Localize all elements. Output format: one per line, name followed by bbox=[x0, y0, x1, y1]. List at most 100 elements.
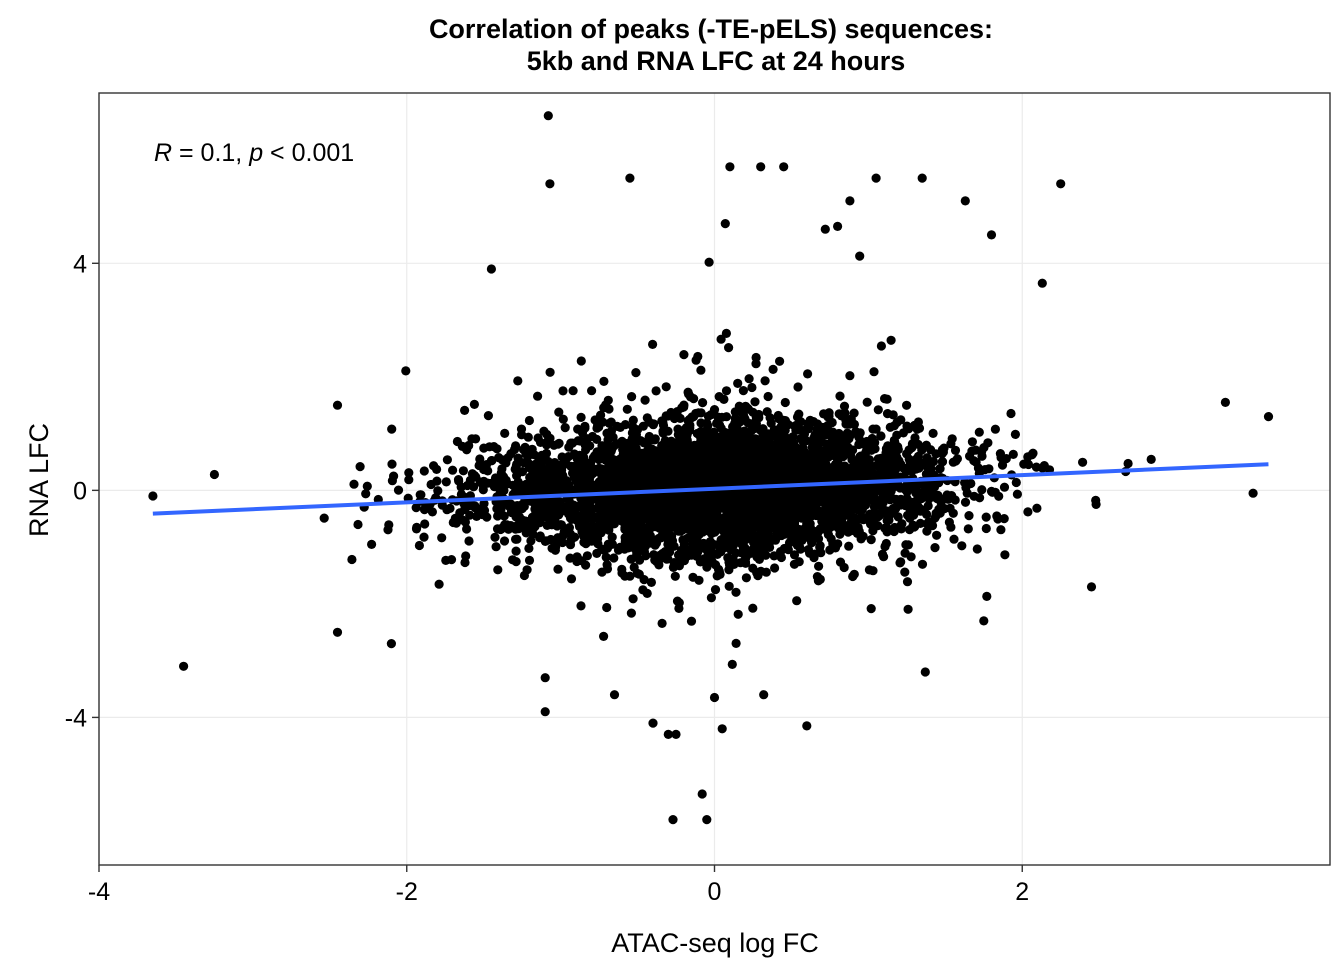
data-point-974 bbox=[1000, 550, 1010, 560]
data-point-4305 bbox=[802, 424, 812, 434]
data-point-4280 bbox=[967, 446, 977, 456]
regression-line bbox=[152, 462, 1269, 516]
data-point-3947 bbox=[913, 439, 923, 449]
data-point-3546 bbox=[868, 424, 878, 434]
data-point-4098 bbox=[1032, 503, 1042, 513]
data-point-1074 bbox=[721, 386, 732, 396]
data-point-4230 bbox=[746, 471, 756, 481]
data-point-3125 bbox=[434, 579, 444, 589]
data-point-4143 bbox=[532, 468, 542, 478]
data-point-4382 bbox=[927, 521, 938, 531]
data-point-3154 bbox=[672, 596, 683, 606]
data-point-4008 bbox=[762, 407, 772, 417]
data-point-4208 bbox=[704, 491, 714, 501]
data-point-3224 bbox=[992, 511, 1002, 521]
data-point-3317 bbox=[367, 539, 377, 550]
data-point-3136 bbox=[866, 535, 876, 545]
data-point-1096 bbox=[990, 424, 1001, 434]
data-point-3997 bbox=[641, 551, 651, 561]
data-point-3808 bbox=[945, 503, 955, 513]
data-point-2512 bbox=[928, 456, 939, 467]
data-point-2232 bbox=[448, 517, 458, 528]
data-point-3482 bbox=[664, 442, 674, 452]
data-point-4387 bbox=[785, 462, 795, 472]
data-point-4321 bbox=[677, 430, 687, 440]
data-point-4099 bbox=[911, 464, 921, 474]
data-point-4282 bbox=[631, 504, 641, 514]
y-tick-label-0: -4 bbox=[65, 704, 87, 732]
data-point-4169 bbox=[514, 512, 525, 522]
data-point-3574 bbox=[421, 501, 431, 511]
y-tick-label-1: 0 bbox=[73, 477, 87, 505]
data-point-4289 bbox=[499, 511, 509, 521]
data-point-317 bbox=[524, 415, 535, 426]
data-point-3941 bbox=[507, 507, 517, 518]
data-point-2936 bbox=[1037, 463, 1048, 473]
data-point-4416 bbox=[1220, 397, 1230, 407]
data-point-158 bbox=[631, 368, 641, 378]
data-point-146 bbox=[696, 365, 706, 375]
data-point-4041 bbox=[642, 588, 652, 599]
data-point-4234 bbox=[579, 499, 589, 509]
data-point-1179 bbox=[469, 399, 479, 409]
data-point-4434 bbox=[668, 815, 678, 825]
data-point-322 bbox=[607, 532, 617, 542]
data-point-935 bbox=[646, 577, 657, 588]
data-point-3864 bbox=[732, 440, 742, 450]
data-point-1811 bbox=[602, 602, 612, 613]
data-point-4003 bbox=[739, 411, 749, 421]
data-point-4198 bbox=[719, 515, 729, 525]
data-point-2671 bbox=[803, 369, 813, 379]
data-point-2962 bbox=[876, 431, 886, 441]
data-point-4346 bbox=[762, 441, 772, 451]
data-point-2466 bbox=[686, 616, 697, 626]
data-point-4368 bbox=[801, 500, 811, 510]
data-point-3978 bbox=[747, 529, 757, 539]
data-point-4353 bbox=[696, 523, 706, 533]
data-point-4141 bbox=[806, 508, 817, 518]
data-point-2905 bbox=[673, 559, 683, 569]
data-point-4348 bbox=[757, 449, 768, 460]
data-point-3953 bbox=[628, 526, 638, 537]
data-point-454 bbox=[648, 339, 658, 349]
data-point-4369 bbox=[724, 466, 734, 476]
data-point-4340 bbox=[786, 442, 796, 452]
data-point-4400 bbox=[545, 179, 555, 189]
data-point-2528 bbox=[461, 551, 471, 561]
data-point-1596 bbox=[741, 573, 752, 583]
data-point-2083 bbox=[522, 565, 532, 575]
data-point-4396 bbox=[828, 516, 838, 527]
data-point-4319 bbox=[828, 472, 839, 482]
data-point-3710 bbox=[753, 545, 764, 555]
data-point-2941 bbox=[491, 542, 501, 552]
data-point-3291 bbox=[835, 529, 845, 539]
data-point-4320 bbox=[664, 478, 675, 488]
data-point-3147 bbox=[387, 476, 397, 486]
data-point-1433 bbox=[355, 462, 365, 472]
data-point-611 bbox=[362, 481, 372, 491]
chart-title-line-1: Correlation of peaks (-TE-pELS) sequence… bbox=[429, 14, 993, 44]
data-point-3097 bbox=[589, 494, 599, 504]
data-point-3693 bbox=[789, 550, 800, 560]
data-point-3171 bbox=[596, 410, 606, 420]
data-point-4407 bbox=[917, 173, 927, 183]
data-point-221 bbox=[775, 356, 785, 366]
data-point-4397 bbox=[652, 466, 662, 476]
data-point-3989 bbox=[523, 432, 533, 442]
data-point-3925 bbox=[774, 414, 784, 424]
data-point-4415 bbox=[1037, 278, 1047, 288]
data-point-2152 bbox=[1028, 448, 1038, 458]
data-point-1155 bbox=[949, 534, 959, 544]
data-point-3500 bbox=[723, 553, 733, 563]
data-point-2991 bbox=[957, 541, 967, 551]
data-point-2885 bbox=[796, 544, 806, 554]
data-point-4315 bbox=[586, 481, 596, 491]
data-point-2884 bbox=[541, 536, 551, 546]
data-point-1935 bbox=[387, 459, 397, 469]
data-point-4417 bbox=[1263, 412, 1274, 422]
data-point-510 bbox=[401, 366, 411, 376]
data-point-2779 bbox=[839, 562, 849, 573]
data-point-4322 bbox=[838, 462, 848, 472]
data-point-2389 bbox=[499, 536, 510, 546]
data-point-4055 bbox=[502, 520, 512, 530]
